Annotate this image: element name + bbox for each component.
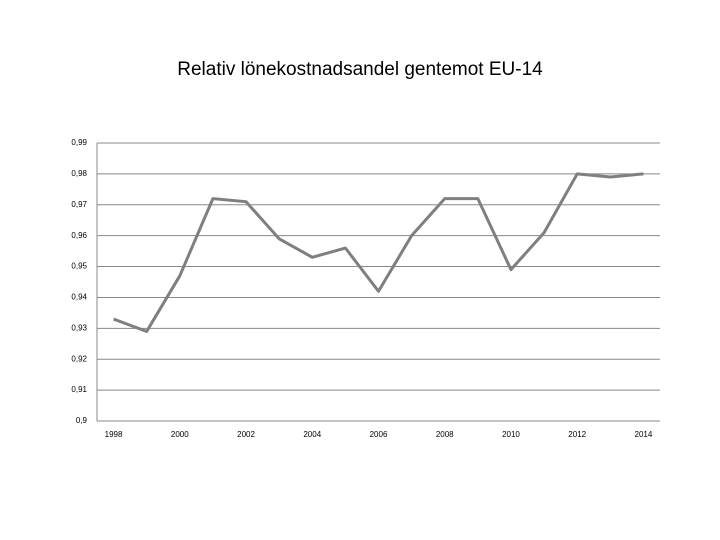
data-line xyxy=(113,172,644,333)
chart-title: Relativ lönekostnadsandel gentemot EU-14 xyxy=(177,59,543,80)
x-tick-label: 2008 xyxy=(436,430,454,439)
y-tick-label: 0,95 xyxy=(71,262,87,271)
y-tick-label: 0,99 xyxy=(71,138,87,147)
x-tick-label: 2000 xyxy=(171,430,189,439)
y-tick-label: 0,93 xyxy=(71,323,87,332)
y-tick-label: 0,97 xyxy=(71,200,87,209)
x-tick-label: 2014 xyxy=(635,430,653,439)
x-tick-label: 1998 xyxy=(105,430,123,439)
x-tick-label: 2010 xyxy=(502,430,520,439)
y-tick-label: 0,92 xyxy=(71,354,87,363)
y-tick-label: 0,96 xyxy=(71,231,87,240)
x-tick-label: 2012 xyxy=(568,430,586,439)
x-tick-label: 2002 xyxy=(237,430,255,439)
y-tick-label: 0,91 xyxy=(71,385,87,394)
y-tick-label: 0,94 xyxy=(71,293,87,302)
x-tick-label: 2004 xyxy=(303,430,321,439)
y-tick-label: 0,98 xyxy=(71,169,87,178)
y-tick-label: 0,9 xyxy=(76,416,88,425)
x-tick-label: 2006 xyxy=(370,430,388,439)
